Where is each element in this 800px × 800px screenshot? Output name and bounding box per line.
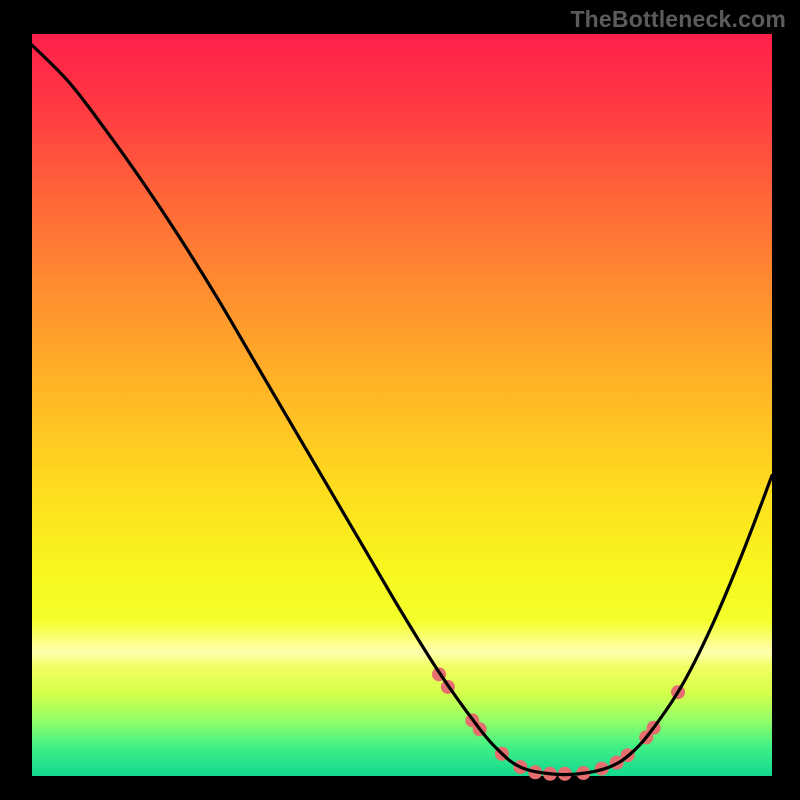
plot-background (32, 34, 772, 776)
plot-svg (0, 0, 800, 800)
chart-container: { "watermark": { "text": "TheBottleneck.… (0, 0, 800, 800)
